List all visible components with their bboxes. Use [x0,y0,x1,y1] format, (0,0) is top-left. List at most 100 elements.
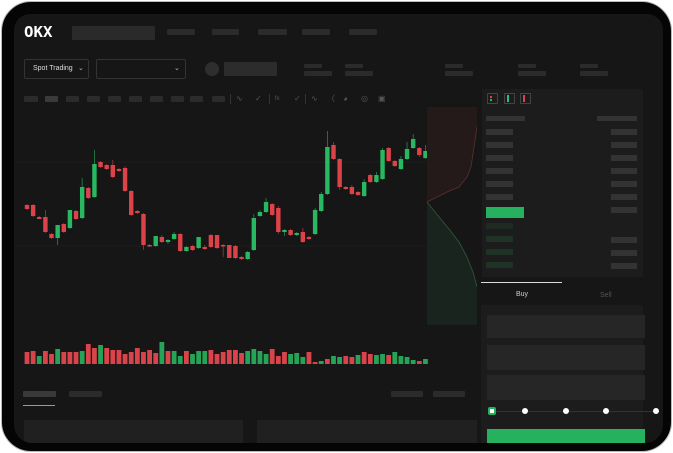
bid-price[interactable] [486,223,513,229]
interval-button[interactable] [66,96,79,102]
candle-body [153,236,158,246]
ask-amount[interactable] [611,168,637,174]
volume-bar [392,352,398,364]
both-sides-icon[interactable] [487,93,498,104]
slider-stop-75[interactable] [603,408,609,414]
interval-button[interactable] [190,96,203,102]
volume-bar [147,350,152,364]
candle-body [398,159,404,169]
bid-amount[interactable] [611,237,637,243]
ask-price[interactable] [486,142,513,148]
search-input[interactable] [72,26,155,40]
ask-depth-line [427,126,477,203]
interval-button[interactable] [108,96,121,102]
candlestick-chart[interactable] [14,107,428,367]
volume-bar [36,356,42,364]
interval-button[interactable] [171,96,184,102]
target-icon[interactable]: ◎ [361,94,368,103]
slider-stop-50[interactable] [563,408,569,414]
volume-bar [361,352,367,364]
bid-price[interactable] [486,262,513,268]
interval-button[interactable] [129,96,142,102]
bottom-tab-history[interactable] [69,391,102,397]
indicator-icon[interactable]: ✓ [255,94,262,103]
ask-price[interactable] [486,155,513,161]
ruler-icon[interactable]: 〈 [327,94,335,103]
ask-amount[interactable] [611,194,637,200]
candle-body [214,235,220,248]
ask-amount[interactable] [611,155,637,161]
amount-input[interactable] [487,345,645,370]
fx-icon[interactable]: fx [275,96,280,102]
bottom-tab-orders[interactable] [23,391,56,397]
fullscreen-icon[interactable]: ▣ [378,94,386,103]
line-tools-icon[interactable]: ∿ [236,94,243,103]
amount-slider[interactable] [488,406,663,418]
slider-stop-25[interactable] [522,408,528,414]
dropdown-label: Spot Trading [33,65,73,72]
volume-bar [208,350,214,364]
ask-amount[interactable] [611,129,637,135]
volume-bar [165,351,171,364]
interval-button[interactable] [212,96,225,102]
tab-sell[interactable]: Sell [600,292,612,299]
ask-amount[interactable] [611,142,637,148]
amount-header [597,116,637,121]
volume-bar [24,352,30,364]
bid-price[interactable] [486,249,513,255]
volume-bar [85,344,91,364]
candle-body [423,151,428,158]
bids-only-icon[interactable] [504,93,515,104]
buy-submit-button[interactable] [487,429,645,443]
ask-amount[interactable] [611,181,637,187]
candle-body [92,164,97,197]
bid-amount[interactable] [611,263,637,269]
ask-price[interactable] [486,168,513,174]
trading-pair-dropdown[interactable]: ⌄ [96,59,186,79]
chevron-icon[interactable]: ✓ [294,94,301,103]
okx-logo[interactable]: OKX [24,23,53,41]
volume-bar [306,352,312,364]
nav-item-2[interactable] [212,29,239,35]
nav-item-3[interactable] [258,29,287,35]
candle-body [202,247,207,249]
bid-price[interactable] [486,236,513,242]
interval-button[interactable] [150,96,163,102]
volume-bar [269,349,275,364]
total-input[interactable] [487,375,645,400]
ask-price[interactable] [486,181,513,187]
candle-body [337,159,342,187]
price-input[interactable] [487,315,645,338]
bottom-action-1[interactable] [391,391,423,397]
candle-body [61,224,66,232]
volume-bar [294,353,300,364]
candle-body [208,235,214,247]
wave-icon[interactable]: ∿ [311,94,318,103]
bottom-action-2[interactable] [433,391,465,397]
interval-button[interactable] [87,96,100,102]
candle-body [79,187,85,218]
camera-icon[interactable]: ◕ [343,94,348,103]
candle-body [374,175,379,182]
asks-only-icon[interactable] [520,93,531,104]
candle-body [288,230,293,235]
slider-stop-100[interactable] [653,408,659,414]
nav-item-4[interactable] [302,29,330,35]
slider-handle[interactable] [488,407,496,415]
interval-button-active[interactable] [45,96,58,102]
ask-price[interactable] [486,129,513,135]
interval-button[interactable] [24,96,38,102]
ask-price[interactable] [486,194,513,200]
ask-amount[interactable] [611,207,637,213]
candle-body [361,182,367,196]
candle-body [251,218,257,250]
bid-amount[interactable] [611,250,637,256]
volume-bar [416,361,422,364]
volume-bar [324,359,330,364]
nav-item-5[interactable] [349,29,377,35]
tab-buy[interactable]: Buy [516,291,529,298]
nav-item-1[interactable] [167,29,195,35]
spot-trading-dropdown[interactable]: Spot Trading ⌄ [24,59,89,79]
candle-body [196,237,201,248]
toolbar-divider [305,94,306,104]
